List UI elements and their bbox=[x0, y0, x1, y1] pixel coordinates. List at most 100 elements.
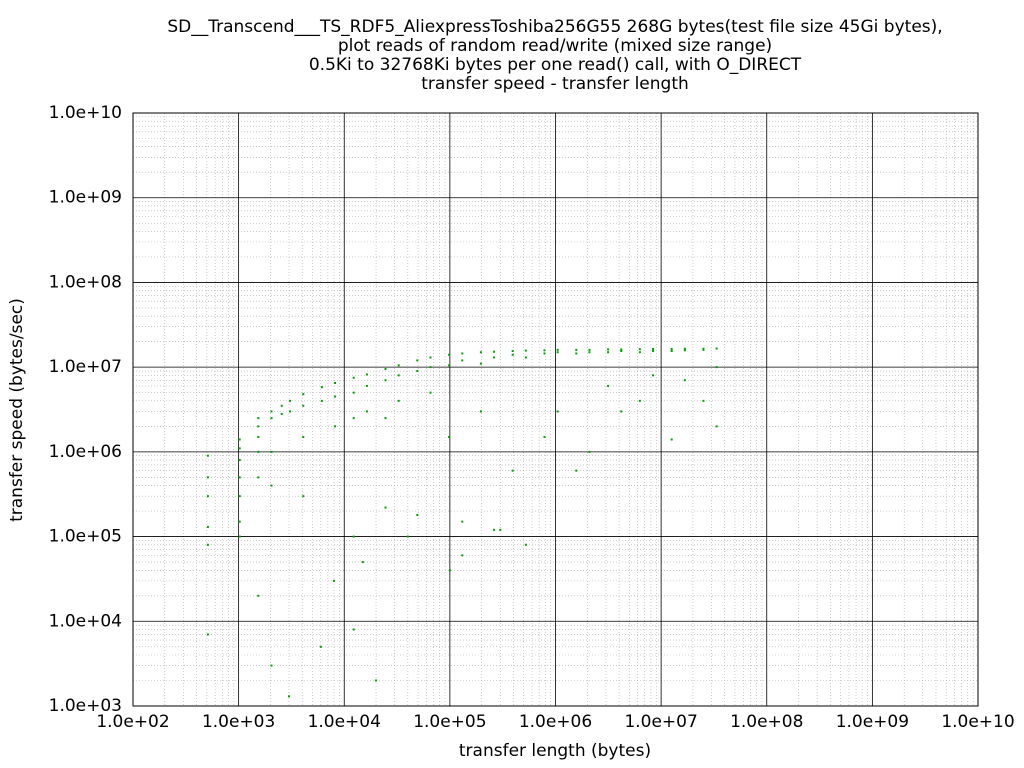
point bbox=[493, 350, 496, 353]
point bbox=[588, 351, 591, 354]
point bbox=[384, 368, 387, 371]
point bbox=[416, 513, 419, 516]
point bbox=[683, 349, 686, 352]
point bbox=[352, 535, 355, 538]
x-tick-label: 1.0e+05 bbox=[413, 712, 486, 732]
point bbox=[448, 569, 451, 572]
point bbox=[715, 425, 718, 428]
chart-title: 0.5Ki to 32768Ki bytes per one read() ca… bbox=[309, 55, 802, 75]
point bbox=[270, 450, 273, 453]
point bbox=[238, 447, 241, 450]
point bbox=[715, 366, 718, 369]
point bbox=[238, 495, 241, 498]
point bbox=[416, 370, 419, 373]
point bbox=[384, 417, 387, 420]
point bbox=[257, 476, 260, 479]
point bbox=[206, 525, 209, 528]
point bbox=[270, 484, 273, 487]
x-tick-label: 1.0e+10 bbox=[941, 712, 1014, 732]
point bbox=[352, 628, 355, 631]
point bbox=[384, 506, 387, 509]
point bbox=[429, 366, 432, 369]
point bbox=[257, 594, 260, 597]
point bbox=[607, 351, 610, 354]
point bbox=[652, 374, 655, 377]
point bbox=[302, 435, 305, 438]
point bbox=[352, 391, 355, 394]
point bbox=[270, 417, 273, 420]
point bbox=[620, 350, 623, 353]
point bbox=[588, 348, 591, 351]
x-tick-label: 1.0e+09 bbox=[836, 712, 909, 732]
point bbox=[397, 364, 400, 367]
point bbox=[524, 349, 527, 352]
point bbox=[334, 381, 337, 384]
point bbox=[652, 347, 655, 350]
point bbox=[638, 348, 641, 351]
point bbox=[257, 450, 260, 453]
point bbox=[556, 410, 559, 413]
point bbox=[448, 353, 451, 356]
point bbox=[448, 435, 451, 438]
point bbox=[361, 561, 364, 564]
point bbox=[524, 543, 527, 546]
x-tick-label: 1.0e+06 bbox=[519, 712, 592, 732]
point bbox=[257, 417, 260, 420]
point bbox=[448, 364, 451, 367]
point bbox=[206, 454, 209, 457]
point bbox=[683, 347, 686, 350]
point bbox=[670, 347, 673, 350]
point bbox=[493, 356, 496, 359]
point bbox=[320, 386, 323, 389]
x-tick-label: 1.0e+04 bbox=[308, 712, 381, 732]
point bbox=[352, 376, 355, 379]
x-tick-label: 1.0e+08 bbox=[730, 712, 803, 732]
x-tick-label: 1.0e+03 bbox=[202, 712, 275, 732]
x-tick-label: 1.0e+07 bbox=[624, 712, 697, 732]
point bbox=[702, 399, 705, 402]
point bbox=[638, 351, 641, 354]
point bbox=[461, 359, 464, 362]
point bbox=[384, 379, 387, 382]
point bbox=[375, 679, 378, 682]
y-tick-label: 1.0e+03 bbox=[49, 696, 122, 716]
point bbox=[206, 633, 209, 636]
point bbox=[702, 347, 705, 350]
y-tick-label: 1.0e+07 bbox=[49, 357, 122, 377]
point bbox=[280, 412, 283, 415]
chart-title: plot reads of random read/write (mixed s… bbox=[338, 36, 772, 56]
point bbox=[479, 351, 482, 354]
point bbox=[320, 399, 323, 402]
y-tick-label: 1.0e+06 bbox=[49, 442, 122, 462]
point bbox=[397, 374, 400, 377]
point bbox=[238, 535, 241, 538]
point bbox=[575, 352, 578, 355]
point bbox=[206, 476, 209, 479]
point bbox=[302, 393, 305, 396]
plot-border bbox=[132, 112, 979, 707]
y-tick-label: 1.0e+09 bbox=[49, 188, 122, 208]
point bbox=[575, 348, 578, 351]
point bbox=[238, 520, 241, 523]
point bbox=[652, 350, 655, 353]
point bbox=[288, 695, 291, 698]
point bbox=[638, 399, 641, 402]
point bbox=[511, 353, 514, 356]
point bbox=[257, 425, 260, 428]
point bbox=[270, 664, 273, 667]
point bbox=[620, 348, 623, 351]
point bbox=[365, 410, 368, 413]
point bbox=[257, 435, 260, 438]
point bbox=[556, 348, 559, 351]
x-tick-label: 1.0e+02 bbox=[96, 712, 169, 732]
point bbox=[524, 356, 527, 359]
point bbox=[365, 373, 368, 376]
point bbox=[543, 349, 546, 352]
point bbox=[715, 347, 718, 350]
point bbox=[416, 359, 419, 362]
point bbox=[238, 476, 241, 479]
point bbox=[620, 410, 623, 413]
point bbox=[365, 384, 368, 387]
